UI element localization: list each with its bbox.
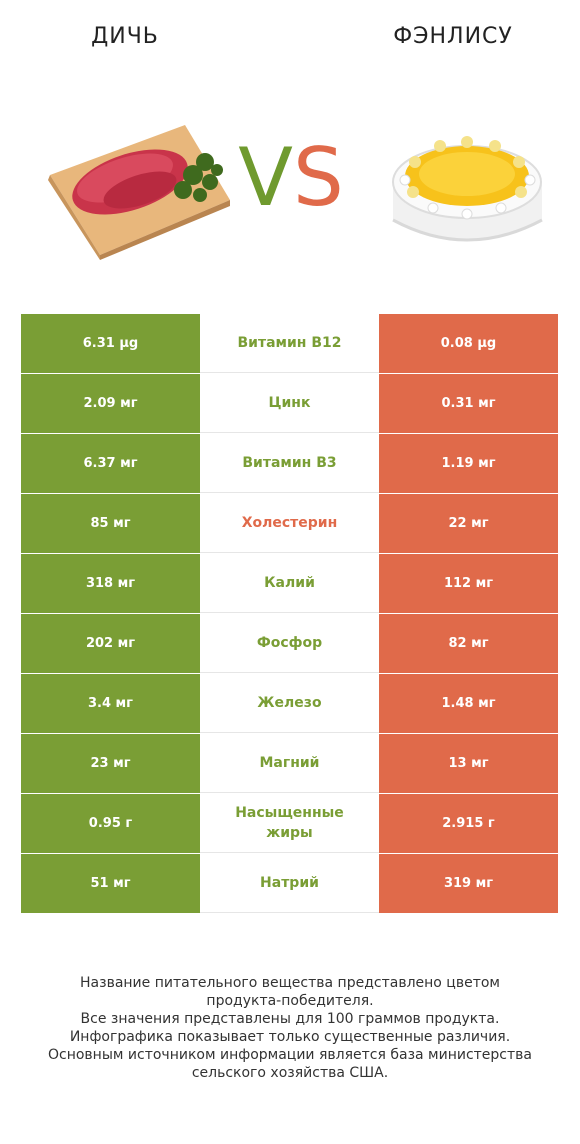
nutrient-name-cell: Насыщенные жиры: [200, 794, 379, 853]
cake-image: [392, 136, 543, 242]
nutrient-comparison-table: 6.31 µg Витамин B12 0.08 µg 2.09 мг Цинк 0.31…: [21, 314, 558, 914]
left-value-cell: 2.09 мг: [21, 374, 200, 433]
table-row: 202 мг Фосфор 82 мг: [21, 614, 558, 674]
table-row: 2.09 мг Цинк 0.31 мг: [21, 374, 558, 434]
nutrient-name-cell: Холестерин: [200, 494, 379, 553]
nutrient-name-cell: Фосфор: [200, 614, 379, 673]
right-value-cell: 22 мг: [379, 494, 558, 553]
footer-line: продукта-победителя.: [206, 993, 374, 1009]
nutrient-name-cell: Цинк: [200, 374, 379, 433]
left-value-cell: 23 мг: [21, 734, 200, 793]
right-value-cell: 13 мг: [379, 734, 558, 793]
left-value-cell: 202 мг: [21, 614, 200, 673]
footer-line: Инфографика показывает только существенн…: [69, 1029, 511, 1045]
nutrient-name-cell: Магний: [200, 734, 379, 793]
ground-meat-image: [48, 125, 230, 260]
nutrient-name-cell: Витамин B12: [200, 314, 379, 373]
vs-s: S: [292, 131, 344, 224]
table-row: 318 мг Калий 112 мг: [21, 554, 558, 614]
left-value-cell: 51 мг: [21, 854, 200, 913]
nutrient-name-cell: Железо: [200, 674, 379, 733]
left-value-cell: 85 мг: [21, 494, 200, 553]
footer-line: Название питательного вещества представл…: [80, 975, 500, 991]
right-value-cell: 1.48 мг: [379, 674, 558, 733]
right-value-cell: 112 мг: [379, 554, 558, 613]
table-row: 51 мг Натрий 319 мг: [21, 854, 558, 914]
right-value-cell: 0.31 мг: [379, 374, 558, 433]
footer-line: Основным источником информации является …: [48, 1047, 532, 1063]
table-row: 3.4 мг Железо 1.48 мг: [21, 674, 558, 734]
table-row: 85 мг Холестерин 22 мг: [21, 494, 558, 554]
left-value-cell: 0.95 г: [21, 794, 200, 853]
left-value-cell: 6.37 мг: [21, 434, 200, 493]
table-row: 6.31 µg Витамин B12 0.08 µg: [21, 314, 558, 374]
left-product-title: ДИЧЬ: [91, 24, 159, 49]
nutrient-name-cell: Натрий: [200, 854, 379, 913]
right-value-cell: 82 мг: [379, 614, 558, 673]
table-row: 23 мг Магний 13 мг: [21, 734, 558, 794]
right-value-cell: 319 мг: [379, 854, 558, 913]
right-value-cell: 1.19 мг: [379, 434, 558, 493]
right-value-cell: 0.08 µg: [379, 314, 558, 373]
right-product-title: ФЭНЛИСУ: [393, 24, 513, 49]
left-value-cell: 6.31 µg: [21, 314, 200, 373]
left-value-cell: 3.4 мг: [21, 674, 200, 733]
vs-v: V: [238, 131, 293, 224]
table-row: 6.37 мг Витамин B3 1.19 мг: [21, 434, 558, 494]
left-value-cell: 318 мг: [21, 554, 200, 613]
footer-line: сельского хозяйства США.: [191, 1065, 389, 1081]
footer-line: Все значения представлены для 100 граммо…: [80, 1011, 500, 1027]
table-row: 0.95 г Насыщенные жиры 2.915 г: [21, 794, 558, 854]
vs-label: VS: [226, 128, 356, 228]
nutrient-name-cell: Калий: [200, 554, 379, 613]
footer-note: Название питательного вещества представл…: [20, 974, 560, 1082]
nutrient-name-cell: Витамин B3: [200, 434, 379, 493]
right-value-cell: 2.915 г: [379, 794, 558, 853]
